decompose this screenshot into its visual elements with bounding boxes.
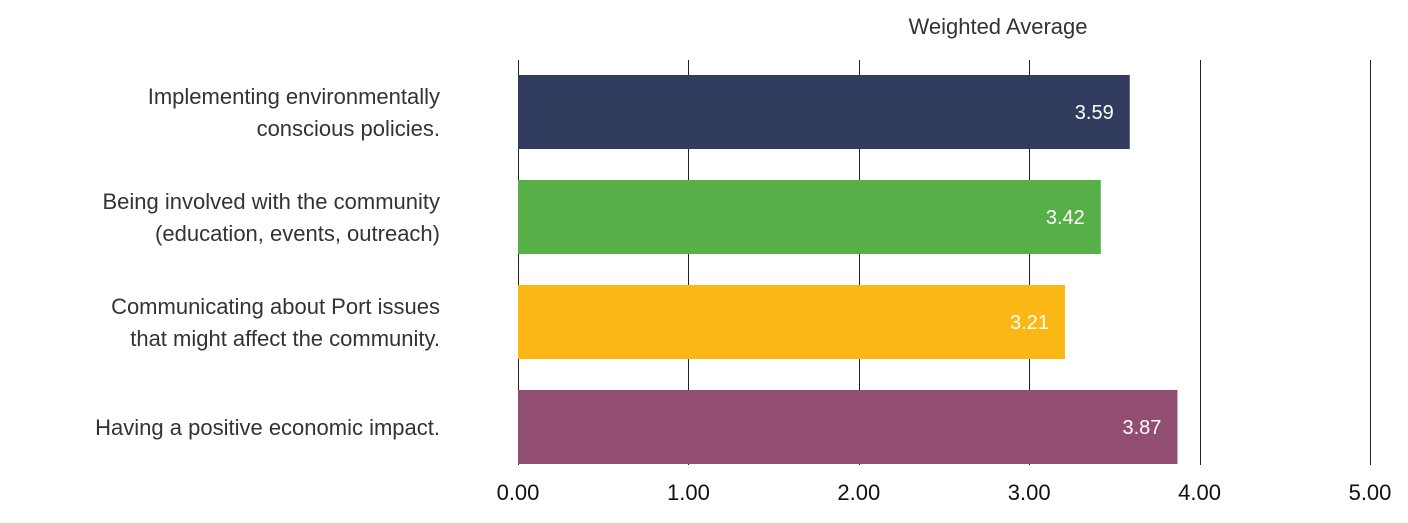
x-tick-label: 1.00 <box>667 480 710 505</box>
category-label-line: that might affect the community. <box>130 326 440 351</box>
x-tick-label: 2.00 <box>837 480 880 505</box>
data-label: 3.21 <box>1010 312 1049 334</box>
x-tick-label: 5.00 <box>1349 480 1392 505</box>
x-tick-label: 4.00 <box>1178 480 1221 505</box>
category-label-line: Implementing environmentally <box>148 84 440 109</box>
data-label: 3.87 <box>1123 417 1162 439</box>
bar <box>518 285 1065 359</box>
category-label-line: Being involved with the community <box>103 189 441 214</box>
category-label: Implementing environmentally conscious po… <box>148 84 440 141</box>
x-tick-label: 0.00 <box>497 480 540 505</box>
bar <box>518 75 1130 149</box>
category-label-line: Having a positive economic impact. <box>95 415 440 440</box>
bar <box>518 390 1178 464</box>
category-label-line: (education, events, outreach) <box>155 221 440 246</box>
data-label: 3.59 <box>1075 102 1114 124</box>
category-label-line: Communicating about Port issues <box>111 294 440 319</box>
x-tick-label: 3.00 <box>1008 480 1051 505</box>
category-label: Having a positive economic impact. <box>95 415 440 440</box>
chart-title: Weighted Average <box>909 14 1088 39</box>
x-tick-labels: 0.00 1.00 2.00 3.00 4.00 5.00 <box>497 480 1392 505</box>
category-labels: Implementing environmentally conscious po… <box>95 84 440 440</box>
bars: 3.59 3.42 3.21 3.87 <box>518 75 1178 464</box>
category-label-line: conscious policies. <box>257 116 440 141</box>
category-label: Communicating about Port issues that migh… <box>111 294 440 351</box>
category-label: Being involved with the community (educat… <box>103 189 441 246</box>
bar <box>518 180 1101 254</box>
data-label: 3.42 <box>1046 207 1085 229</box>
